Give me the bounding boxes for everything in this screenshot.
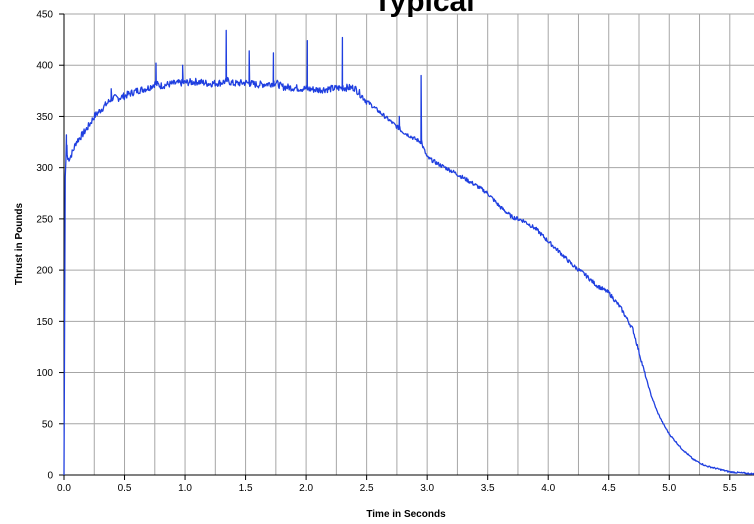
- thrust-series-line: [63, 29, 754, 476]
- y-tick-label: 50: [42, 419, 54, 430]
- y-tick-label: 250: [36, 214, 53, 225]
- x-tick-label: 4.5: [602, 483, 616, 494]
- chart-title: Typical: [373, 0, 474, 18]
- grid-lines: [64, 13, 754, 475]
- x-tick-label: 2.0: [299, 483, 313, 494]
- tick-labels: 0.0 0.5 1.0 1.5 2.0 2.5 3.0 3.5 4.0 4.5 5.0 5.5 0 50 1…: [36, 10, 737, 495]
- y-tick-label: 450: [36, 10, 53, 21]
- x-axis-label: Time in Seconds: [366, 509, 446, 519]
- x-tick-label: 1.0: [178, 483, 192, 494]
- x-tick-label: 0.5: [118, 483, 132, 494]
- x-tick-label: 4.0: [541, 483, 555, 494]
- x-tick-label: 3.5: [481, 483, 495, 494]
- y-tick-label: 400: [36, 61, 53, 72]
- y-tick-label: 300: [36, 163, 53, 174]
- y-tick-label: 150: [36, 317, 53, 328]
- axes: [59, 13, 754, 480]
- x-tick-label: 5.0: [662, 483, 676, 494]
- y-tick-label: 350: [36, 112, 53, 123]
- y-tick-label: 0: [47, 471, 53, 482]
- x-tick-label: 0.0: [57, 483, 71, 494]
- x-tick-label: 2.5: [360, 483, 374, 494]
- x-tick-label: 5.5: [723, 483, 737, 494]
- x-tick-label: 1.5: [239, 483, 253, 494]
- x-tick-label: 3.0: [420, 483, 434, 494]
- y-tick-label: 100: [36, 368, 53, 379]
- y-axis-label: Thrust in Pounds: [14, 202, 25, 285]
- y-tick-label: 200: [36, 266, 53, 277]
